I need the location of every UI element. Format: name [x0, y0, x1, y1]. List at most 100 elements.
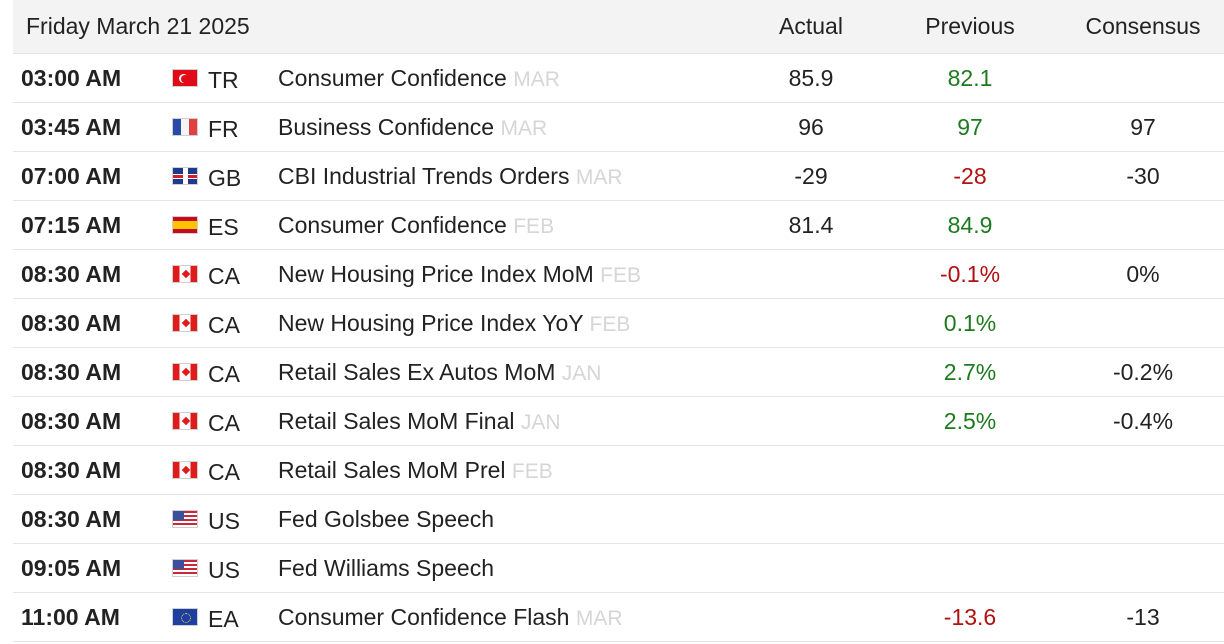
consensus-value: -30: [1126, 163, 1160, 189]
actual-value: 81.4: [788, 212, 834, 238]
country-code: US: [208, 508, 240, 534]
reference-period: MAR: [500, 117, 548, 140]
event-time: 08:30 AM: [21, 261, 122, 287]
event-time: 11:00 AM: [21, 604, 120, 630]
event-name[interactable]: Retail Sales Ex Autos MoM: [278, 359, 556, 385]
event-name-link[interactable]: New Housing Price Index YoY FEB: [278, 310, 630, 337]
previous-value: 2.7%: [943, 359, 997, 385]
previous-value: -28: [953, 163, 987, 189]
event-name-link[interactable]: Consumer Confidence MAR: [278, 65, 560, 92]
actual-value: 85.9: [788, 65, 834, 91]
canada-flag-icon: [172, 265, 198, 283]
event-name-link[interactable]: Consumer Confidence FEB: [278, 212, 554, 239]
event-time: 03:45 AM: [21, 114, 122, 140]
us-flag-icon: [172, 510, 198, 528]
event-name[interactable]: Retail Sales MoM Final: [278, 408, 515, 434]
table-row[interactable]: 08:30 AM CA Retail Sales MoM Prel FEB: [13, 446, 1224, 495]
event-time: 07:00 AM: [21, 163, 122, 189]
actual-value: -29: [794, 163, 828, 189]
event-name-link[interactable]: Consumer Confidence Flash MAR: [278, 604, 623, 631]
canada-flag-icon: [172, 314, 198, 332]
previous-column-header[interactable]: Previous: [925, 13, 1015, 39]
table-row[interactable]: 07:00 AM GB CBI Industrial Trends Orders M…: [13, 152, 1224, 201]
event-name-link[interactable]: New Housing Price Index MoM FEB: [278, 261, 641, 288]
reference-period: FEB: [600, 264, 641, 287]
table-row[interactable]: 08:30 AM US Fed Golsbee Speech: [13, 495, 1224, 544]
country-code: CA: [208, 312, 240, 338]
country-code: GB: [208, 165, 242, 191]
event-name-link[interactable]: Business Confidence MAR: [278, 114, 547, 141]
event-time: 07:15 AM: [21, 212, 122, 238]
country-code: CA: [208, 263, 240, 289]
country-code: CA: [208, 410, 240, 436]
event-time: 08:30 AM: [21, 408, 122, 434]
event-name-link[interactable]: CBI Industrial Trends Orders MAR: [278, 163, 623, 190]
event-name[interactable]: New Housing Price Index YoY: [278, 310, 584, 336]
event-name[interactable]: Retail Sales MoM Prel: [278, 457, 506, 483]
table-row[interactable]: 08:30 AM CA New Housing Price Index MoM FE…: [13, 250, 1224, 299]
actual-value: 96: [798, 114, 824, 140]
event-name[interactable]: Fed Golsbee Speech: [278, 506, 495, 532]
table-body: 03:00 AM TR Consumer Confidence MAR 85.9 82.…: [13, 54, 1224, 642]
country-code: CA: [208, 361, 240, 387]
us-flag-icon: [172, 559, 198, 577]
country-code: FR: [208, 116, 239, 142]
canada-flag-icon: [172, 461, 198, 479]
event-name-link[interactable]: Retail Sales MoM Final JAN: [278, 408, 561, 435]
reference-period: MAR: [513, 68, 560, 91]
country-code: CA: [208, 459, 240, 485]
uk-flag-icon: [172, 167, 198, 185]
previous-value: 0.1%: [943, 310, 997, 336]
previous-value: 84.9: [947, 212, 993, 238]
previous-value: 2.5%: [943, 408, 997, 434]
reference-period: MAR: [575, 166, 623, 189]
reference-period: JAN: [520, 411, 561, 434]
previous-value: -0.1%: [939, 261, 1001, 287]
event-name[interactable]: CBI Industrial Trends Orders: [278, 163, 570, 189]
previous-value: 97: [957, 114, 983, 140]
reference-period: JAN: [561, 362, 602, 385]
event-name[interactable]: Consumer Confidence Flash: [278, 604, 570, 630]
table-row[interactable]: 09:05 AM US Fed Williams Speech: [13, 544, 1224, 593]
previous-value: 82.1: [947, 65, 993, 91]
event-name[interactable]: New Housing Price Index MoM: [278, 261, 594, 287]
consensus-value: -13: [1126, 604, 1160, 630]
event-name[interactable]: Business Confidence: [278, 114, 495, 140]
economic-calendar-table: Friday March 21 2025 Actual Previous Con…: [13, 0, 1224, 642]
event-name-link[interactable]: Fed Golsbee Speech: [278, 506, 494, 533]
event-name[interactable]: Consumer Confidence: [278, 65, 507, 91]
consensus-value: -0.4%: [1112, 408, 1174, 434]
reference-period: MAR: [575, 607, 623, 630]
consensus-value: 97: [1130, 114, 1156, 140]
reference-period: FEB: [589, 313, 631, 336]
country-code: EA: [208, 606, 239, 632]
euro-area-flag-icon: [172, 608, 198, 626]
event-name-link[interactable]: Retail Sales MoM Prel FEB: [278, 457, 553, 484]
event-name-link[interactable]: Fed Williams Speech: [278, 555, 494, 582]
reference-period: FEB: [511, 460, 553, 483]
event-time: 03:00 AM: [21, 65, 122, 91]
table-row[interactable]: 03:45 AM FR Business Confidence MAR 96 97 97: [13, 103, 1224, 152]
consensus-value: 0%: [1126, 261, 1160, 287]
previous-value: -13.6: [943, 604, 997, 630]
event-name[interactable]: Fed Williams Speech: [278, 555, 495, 581]
table-row[interactable]: 08:30 AM CA Retail Sales MoM Final JAN 2.5%…: [13, 397, 1224, 446]
table-row[interactable]: 03:00 AM TR Consumer Confidence MAR 85.9 82.…: [13, 54, 1224, 103]
table-row[interactable]: 07:15 AM ES Consumer Confidence FEB 81.4 84.…: [13, 201, 1224, 250]
table-row[interactable]: 08:30 AM CA Retail Sales Ex Autos MoM JAN 2…: [13, 348, 1224, 397]
event-name-link[interactable]: Retail Sales Ex Autos MoM JAN: [278, 359, 601, 386]
calendar-date-header: Friday March 21 2025: [26, 13, 250, 39]
event-time: 08:30 AM: [21, 310, 122, 336]
event-time: 08:30 AM: [21, 359, 122, 385]
reference-period: FEB: [513, 215, 555, 238]
table-row[interactable]: 08:30 AM CA New Housing Price Index YoY FE…: [13, 299, 1224, 348]
canada-flag-icon: [172, 363, 198, 381]
turkey-flag-icon: [172, 69, 198, 87]
table-row[interactable]: 11:00 AM EA Consumer Confidence Flash MAR -…: [13, 593, 1224, 642]
france-flag-icon: [172, 118, 198, 136]
event-name[interactable]: Consumer Confidence: [278, 212, 507, 238]
consensus-column-header[interactable]: Consensus: [1085, 13, 1201, 39]
spain-flag-icon: [172, 216, 198, 234]
actual-column-header[interactable]: Actual: [779, 13, 843, 39]
canada-flag-icon: [172, 412, 198, 430]
